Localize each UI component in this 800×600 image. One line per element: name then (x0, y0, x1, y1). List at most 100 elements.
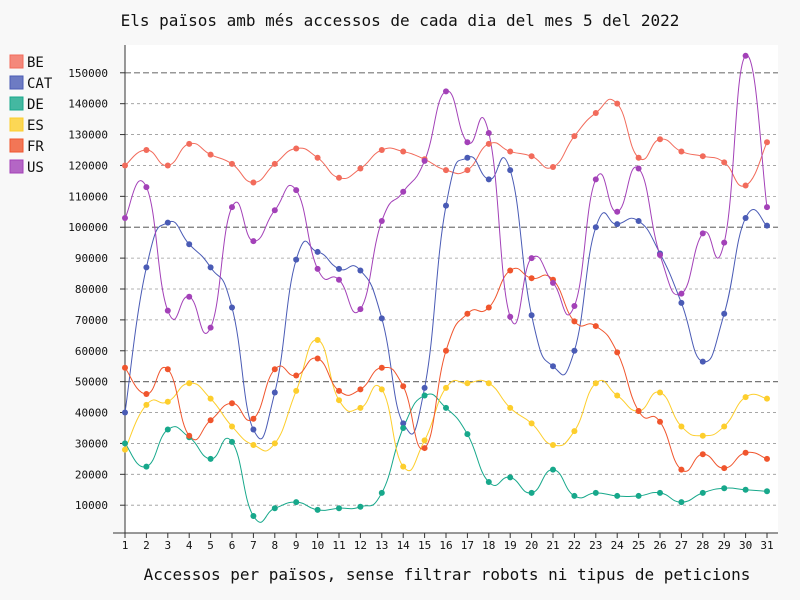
y-tick-label: 120000 (68, 159, 108, 172)
data-point-us (635, 165, 642, 172)
data-point-es (571, 428, 578, 435)
data-point-fr (314, 355, 321, 362)
data-point-es (378, 386, 385, 393)
x-tick-label: 31 (760, 539, 773, 552)
data-point-us (721, 239, 728, 246)
data-point-de (678, 499, 685, 506)
data-point-be (678, 148, 685, 155)
data-point-fr (464, 310, 471, 317)
data-point-fr (764, 455, 770, 462)
x-tick-label: 14 (397, 539, 411, 552)
legend-label-es: ES (27, 118, 44, 134)
data-point-es (357, 404, 364, 411)
data-point-es (186, 380, 193, 387)
data-point-de (421, 392, 428, 399)
data-point-de (336, 505, 342, 512)
data-point-us (250, 238, 257, 245)
data-point-de (314, 506, 321, 513)
data-point-de (550, 466, 556, 473)
data-point-de (614, 492, 621, 499)
data-point-us (507, 313, 514, 320)
data-point-cat (443, 202, 449, 209)
data-point-es (293, 387, 300, 394)
data-point-fr (164, 366, 171, 373)
legend-swatch-fr (9, 138, 24, 153)
data-point-de (721, 485, 728, 492)
data-point-de (571, 492, 578, 499)
data-point-cat (699, 358, 706, 365)
data-point-cat (571, 347, 578, 354)
data-point-us (528, 255, 535, 262)
data-point-es (336, 397, 342, 404)
data-point-de (443, 404, 449, 411)
data-point-fr (678, 466, 685, 473)
y-tick-label: 20000 (75, 468, 108, 481)
data-point-cat (764, 222, 770, 229)
data-point-us (143, 184, 150, 191)
legend-label-fr: FR (27, 139, 44, 155)
x-tick-label: 25 (632, 539, 645, 552)
data-point-fr (336, 387, 342, 394)
data-point-fr (186, 432, 193, 439)
data-point-us (207, 324, 214, 331)
data-point-fr (400, 383, 407, 390)
data-point-es (592, 380, 599, 387)
data-point-cat (721, 310, 728, 317)
x-tick-label: 1 (122, 539, 129, 552)
data-point-fr (357, 386, 364, 393)
data-point-es (678, 423, 685, 430)
y-tick-label: 110000 (68, 190, 108, 203)
data-point-us (742, 52, 749, 59)
data-point-de (207, 455, 214, 462)
data-point-es (229, 423, 235, 430)
data-point-fr (614, 349, 621, 356)
data-point-us (614, 208, 621, 215)
data-point-fr (443, 347, 449, 354)
data-point-fr (635, 408, 642, 414)
data-point-be (250, 179, 257, 186)
data-point-fr (293, 372, 300, 379)
data-point-fr (122, 364, 128, 371)
data-point-es (143, 401, 150, 408)
data-point-us (271, 207, 278, 214)
data-point-de (250, 513, 257, 520)
x-tick-labels: 1 2 3 4 5 6 7 8 9 10 11 12 13 14 15 16 17 18 19 20 21 22 23 24 2… (122, 533, 774, 552)
data-point-cat (742, 214, 749, 221)
legend-label-be: BE (27, 55, 44, 71)
x-tick-label: 3 (164, 539, 171, 552)
data-point-fr (271, 366, 278, 373)
data-point-be (592, 109, 599, 116)
data-point-be (186, 140, 193, 147)
data-point-fr (571, 318, 578, 325)
data-point-cat (336, 265, 342, 272)
data-point-be (229, 160, 235, 167)
x-tick-label: 19 (504, 539, 517, 552)
data-point-be (443, 167, 449, 174)
data-point-de (229, 438, 235, 445)
data-point-cat (635, 218, 642, 225)
y-tick-label: 130000 (68, 129, 108, 142)
data-point-be (550, 164, 556, 170)
data-point-be (314, 154, 321, 161)
y-tick-label: 90000 (75, 252, 108, 265)
data-point-fr (485, 304, 492, 311)
data-point-fr (721, 465, 728, 472)
data-point-es (507, 404, 514, 411)
data-point-us (592, 176, 599, 183)
data-point-cat (592, 224, 599, 231)
x-tick-label: 10 (311, 539, 324, 552)
data-point-be (507, 148, 514, 155)
data-point-be (721, 159, 728, 166)
data-point-de (464, 431, 471, 438)
data-point-be (464, 167, 471, 174)
data-point-us (378, 218, 385, 225)
x-tick-label: 23 (589, 539, 602, 552)
data-point-us (571, 302, 578, 309)
data-point-de (592, 489, 599, 496)
x-tick-label: 30 (739, 539, 752, 552)
data-point-es (657, 389, 663, 396)
data-point-de (657, 489, 663, 496)
data-point-cat (229, 304, 235, 311)
data-point-de (271, 505, 278, 512)
